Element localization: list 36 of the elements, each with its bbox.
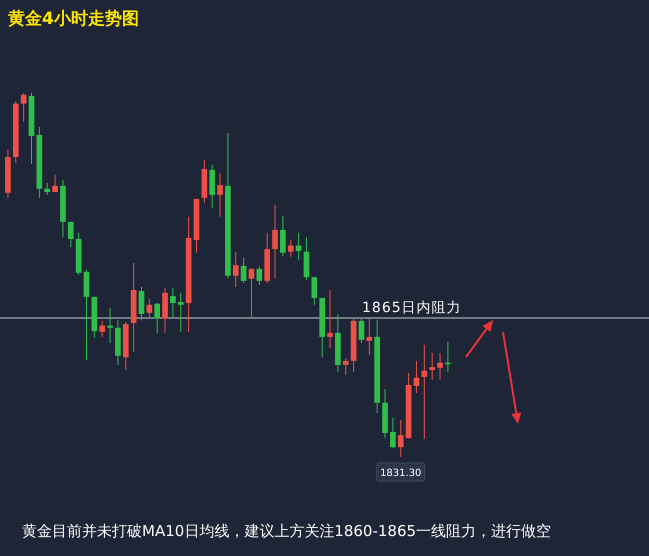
candlestick (390, 417, 396, 448)
candlestick (217, 172, 223, 218)
candlestick (288, 240, 294, 258)
annotation: 1831.30 (380, 468, 422, 479)
candlestick (178, 292, 184, 332)
candlestick (280, 216, 286, 257)
candlestick (52, 174, 58, 193)
candlestick (445, 341, 451, 372)
candlestick (146, 298, 152, 318)
candlestick (327, 289, 333, 349)
candlestick (398, 419, 404, 458)
candlestick (296, 232, 302, 260)
candlestick (44, 182, 50, 196)
candlestick (170, 287, 176, 318)
candlestick (99, 320, 106, 338)
candlestick (232, 251, 239, 288)
candlestick (311, 276, 318, 306)
text: 黄金目前并未打破MA10日均线，建议上方关注1860-1865一线阻力，进行做空 (22, 522, 552, 540)
candlestick (421, 344, 428, 440)
candlestick (240, 257, 246, 284)
ref-line-label: 1865日内阻力 (362, 300, 462, 316)
candlestick (107, 308, 113, 344)
candlestick (154, 302, 160, 334)
candlestick (68, 221, 74, 248)
candlestick (358, 316, 364, 344)
candlestick (138, 286, 144, 321)
candlestick (429, 352, 435, 380)
candlestick (272, 204, 278, 280)
candlestick (366, 316, 372, 356)
chart-title: 黄金4小时走势图 (7, 9, 139, 29)
candlestick (256, 266, 262, 286)
candlestick (342, 357, 349, 376)
candlestick (437, 352, 443, 380)
candlestick (20, 92, 26, 122)
candlestick (414, 360, 420, 394)
candlestick (248, 268, 254, 318)
